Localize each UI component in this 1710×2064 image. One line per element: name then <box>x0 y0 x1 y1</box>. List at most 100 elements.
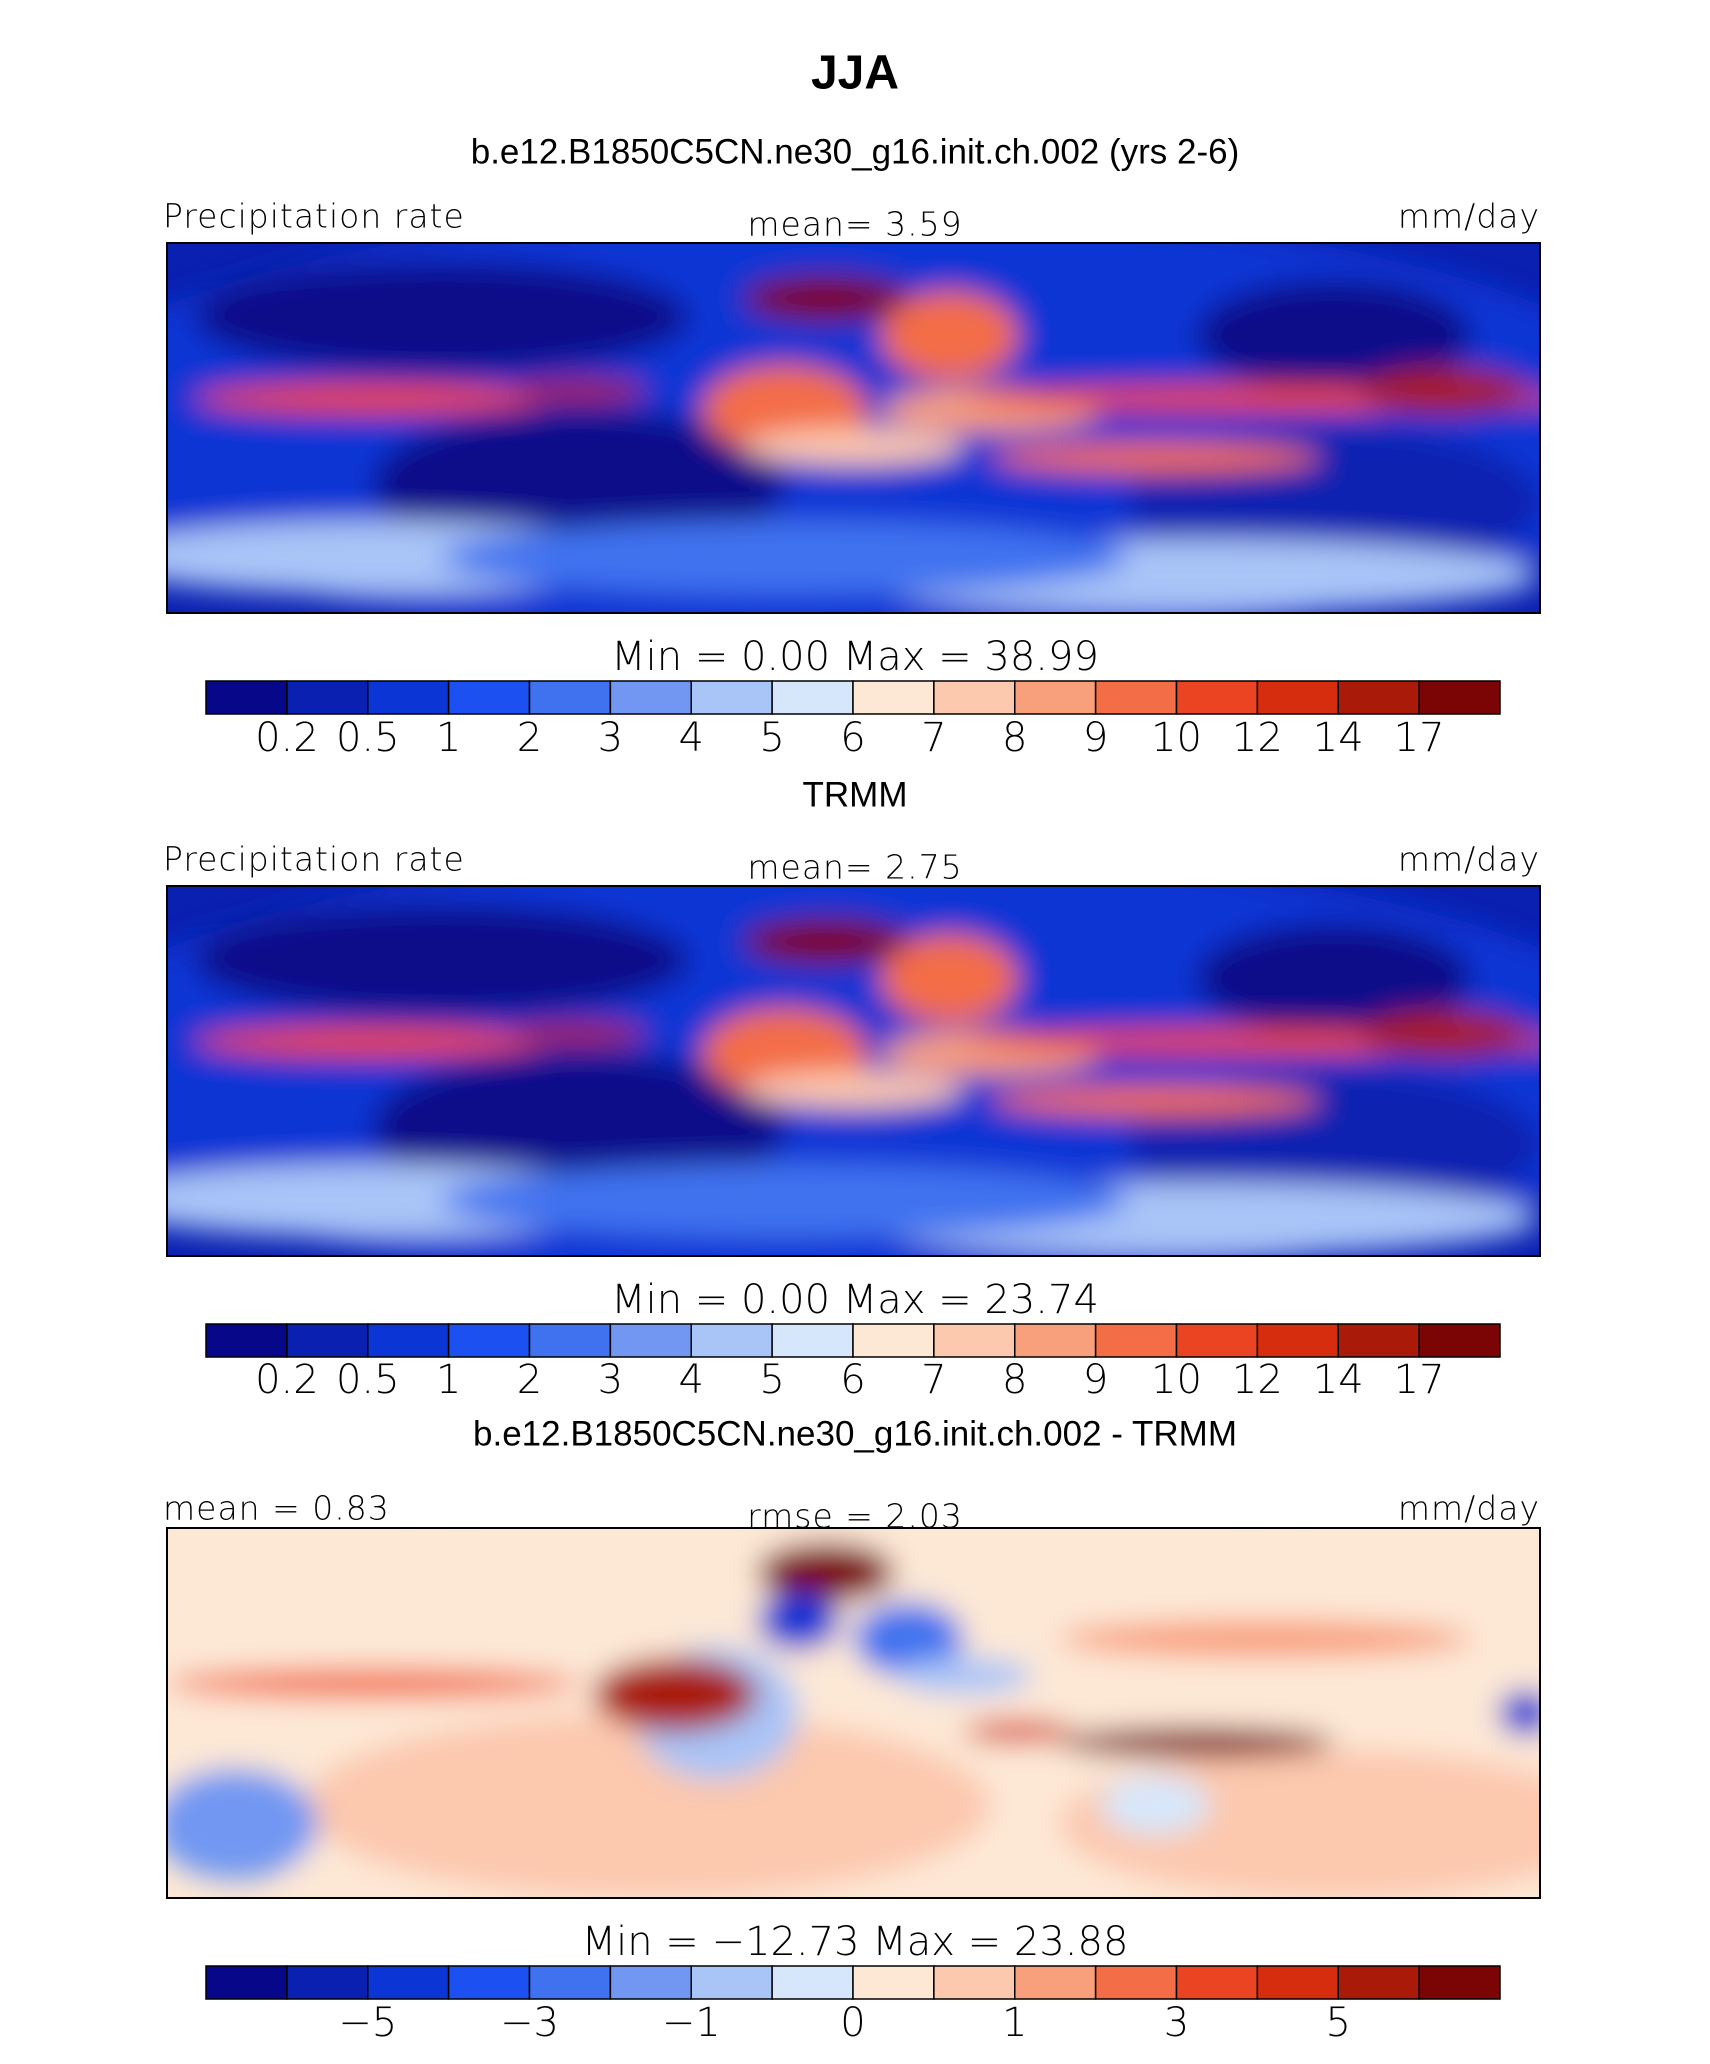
colorbar-box <box>1337 1323 1420 1358</box>
colorbar-box <box>286 1323 369 1358</box>
field-blob <box>743 428 964 465</box>
colorbar-box <box>690 680 773 715</box>
colorbar-label: 3 <box>598 715 623 761</box>
blobs <box>167 243 1540 613</box>
field-blob <box>304 1713 991 1898</box>
blobs <box>167 1528 1540 1898</box>
blobs <box>167 886 1540 1256</box>
colorbar-label: 1 <box>436 715 461 761</box>
field-blob <box>743 276 909 321</box>
map-frame <box>166 885 1541 1257</box>
units-label: mm/day <box>1398 197 1540 236</box>
colorbar-label: −3 <box>500 2000 559 2046</box>
map-frame <box>166 1527 1541 1899</box>
colorbar-box <box>1014 1323 1097 1358</box>
field-blob <box>167 1668 579 1699</box>
field-blob <box>1059 1620 1472 1658</box>
colorbar-box <box>447 680 531 715</box>
colorbar-box <box>528 1323 612 1358</box>
colorbar-label: 1 <box>1002 2000 1027 2046</box>
colorbar-label: 3 <box>598 1357 623 1403</box>
left-label: mean = 0.83 <box>163 1489 390 1528</box>
colorbar-label: 0.2 <box>255 715 319 761</box>
colorbar-label: 6 <box>840 715 865 761</box>
colorbar-label: 12 <box>1232 715 1283 761</box>
colorbar-box <box>367 680 450 715</box>
colorbar-label: 0.2 <box>255 1357 319 1403</box>
units-label: mm/day <box>1398 1489 1540 1528</box>
field-blob <box>194 383 552 414</box>
colorbar-box <box>1256 680 1339 715</box>
colorbar-box <box>933 1965 1016 2000</box>
min-max: Min = −12.73 Max = 23.88 <box>582 1919 1129 1965</box>
colorbar-label: 0 <box>840 2000 865 2046</box>
colorbar-label: 6 <box>840 1357 865 1403</box>
colorbar-box <box>528 680 612 715</box>
colorbar-box <box>1094 680 1178 715</box>
field-blob <box>880 291 1019 380</box>
colorbar-label: 7 <box>921 715 946 761</box>
map-frame <box>166 242 1541 614</box>
colorbar-label: 8 <box>1002 715 1027 761</box>
colorbar-label: 7 <box>921 1357 946 1403</box>
colorbar-label: 5 <box>1326 2000 1351 2046</box>
field-blob <box>1059 1727 1335 1758</box>
field-blob <box>894 1657 1032 1695</box>
colorbar-label: 10 <box>1151 1357 1202 1403</box>
colorbar-box <box>690 1323 773 1358</box>
field-blob <box>990 1085 1321 1116</box>
colorbar-box <box>1418 1323 1501 1358</box>
panel-title: b.e12.B1850C5CN.ne30_g16.init.ch.002 - T… <box>473 1414 1237 1453</box>
colorbar-label: 5 <box>759 715 784 761</box>
field-blob <box>1196 923 1472 1034</box>
colorbar-box <box>852 1965 935 2000</box>
colorbar-box <box>1256 1965 1339 2000</box>
field-blob <box>441 520 1129 595</box>
field-blob <box>853 1602 964 1676</box>
field-blob <box>880 934 1019 1023</box>
colorbar-box <box>609 1323 692 1358</box>
colorbar-box <box>1418 1965 1501 2000</box>
colorbar-label: 12 <box>1232 1357 1283 1403</box>
field-blob <box>1100 1775 1211 1836</box>
min-max: Min = 0.00 Max = 38.99 <box>611 634 1099 680</box>
colorbar-box <box>933 1323 1016 1358</box>
colorbar-box <box>771 1965 854 2000</box>
center-label: mean= 2.75 <box>747 848 962 887</box>
colorbar-box <box>1175 680 1259 715</box>
figure-title: JJA <box>811 47 899 100</box>
field-blob <box>990 442 1321 473</box>
colorbar-label: 2 <box>517 1357 542 1403</box>
colorbar-label: 10 <box>1151 715 1202 761</box>
colorbar-box <box>205 1965 288 2000</box>
field-blob <box>510 379 648 403</box>
colorbar-box <box>447 1323 531 1358</box>
colorbar-label: 14 <box>1313 715 1364 761</box>
min-max: Min = 0.00 Max = 23.74 <box>611 1277 1099 1323</box>
colorbar-label: −1 <box>662 2000 721 2046</box>
colorbar-label: 3 <box>1164 2000 1189 2046</box>
field-blob <box>441 1163 1129 1238</box>
field-blob <box>757 1590 840 1651</box>
colorbar-box <box>367 1965 450 2000</box>
colorbar-box <box>205 1323 288 1358</box>
colorbar-box <box>1256 1323 1339 1358</box>
field-blob <box>194 1026 552 1057</box>
colorbar-label: 9 <box>1083 715 1108 761</box>
colorbar-label: 17 <box>1394 715 1445 761</box>
colorbar-box <box>286 1965 369 2000</box>
map-field <box>167 243 1540 613</box>
left-label: Precipitation rate <box>163 197 465 236</box>
colorbar-box <box>852 680 935 715</box>
colorbar-label: 2 <box>517 715 542 761</box>
field-blob <box>743 919 909 964</box>
colorbar-label: 5 <box>759 1357 784 1403</box>
colorbar-label: 0.5 <box>336 715 400 761</box>
field-blob <box>1361 368 1527 414</box>
colorbar-label: −5 <box>338 2000 397 2046</box>
colorbar-box <box>933 680 1016 715</box>
colorbar-label: 4 <box>679 1357 704 1403</box>
panel-title: TRMM <box>803 775 908 814</box>
colorbar-box <box>447 1965 531 2000</box>
